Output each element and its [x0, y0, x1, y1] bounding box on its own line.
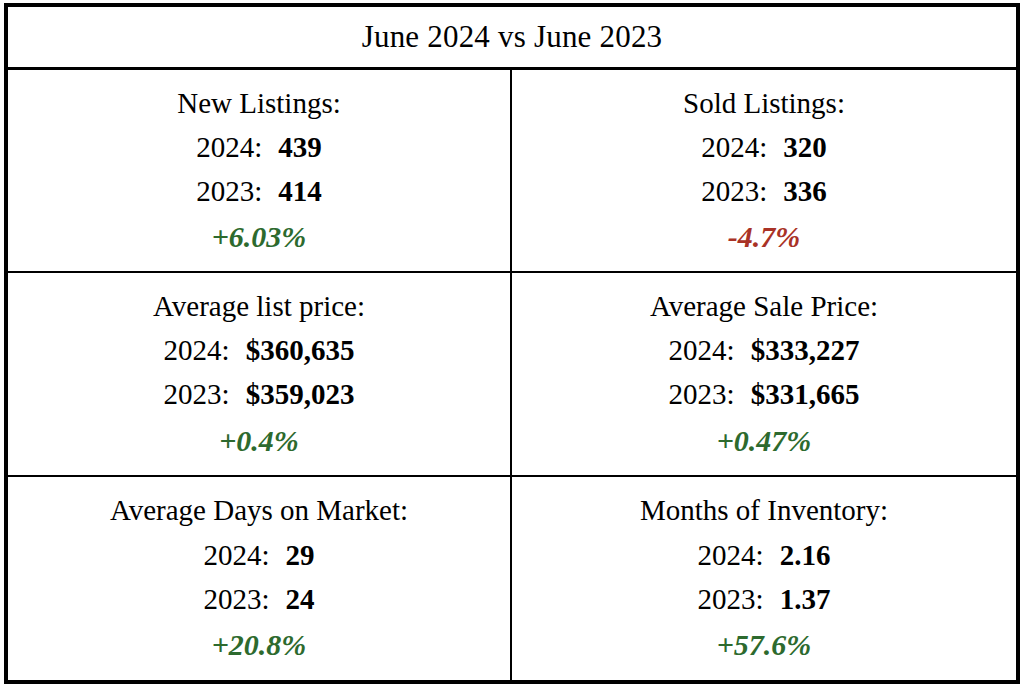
page: June 2024 vs June 2023 New Listings: 202…: [0, 0, 1024, 687]
metric-label: Average Days on Market:: [110, 495, 408, 527]
year-label: 2024:: [701, 131, 767, 163]
comparison-table: June 2024 vs June 2023 New Listings: 202…: [4, 3, 1020, 684]
year-label: 2023:: [196, 175, 262, 207]
cell-months-of-inventory: Months of Inventory: 2024: 2.16 2023: 1.37…: [512, 477, 1016, 680]
value-line-2023: 2023: 414: [196, 176, 322, 208]
year-label: 2023:: [203, 583, 269, 615]
value-line-2023: 2023: 24: [203, 584, 314, 616]
year-label: 2023:: [164, 378, 230, 410]
metric-value-2024: $360,635: [246, 334, 355, 366]
metric-label: Average list price:: [153, 291, 365, 323]
percent-change: +0.4%: [219, 424, 299, 457]
value-line-2023: 2023: $331,665: [669, 379, 860, 411]
metric-label: New Listings:: [177, 88, 341, 120]
metric-value-2023: 1.37: [780, 583, 831, 615]
percent-change: +0.47%: [717, 424, 812, 457]
stats-grid: New Listings: 2024: 439 2023: 414 +6.03% S…: [8, 70, 1016, 680]
cell-sold-listings: Sold Listings: 2024: 320 2023: 336 -4.7%: [512, 70, 1016, 273]
percent-change: +57.6%: [717, 628, 812, 661]
year-label: 2023:: [701, 175, 767, 207]
metric-label: Average Sale Price:: [650, 291, 878, 323]
value-line-2023: 2023: 1.37: [698, 584, 831, 616]
year-label: 2023:: [669, 378, 735, 410]
percent-change: -4.7%: [728, 220, 800, 253]
year-label: 2024:: [203, 539, 269, 571]
cell-average-days-on-market: Average Days on Market: 2024:29 2023:24 …: [8, 477, 512, 680]
year-label: 2023:: [698, 583, 764, 615]
metric-value-2024: 320: [783, 131, 827, 163]
metric-value-2023: 336: [783, 175, 827, 207]
metric-label: Sold Listings:: [683, 88, 845, 120]
value-line-2024: 2024: $360,635: [164, 335, 355, 367]
metric-value-2023: 414: [278, 175, 322, 207]
year-label: 2024:: [196, 131, 262, 163]
metric-value-2024: 439: [278, 131, 322, 163]
value-line-2023: 2023: $359,023: [164, 379, 355, 411]
value-line-2023: 2023: 336: [701, 176, 827, 208]
cell-average-sale-price: Average Sale Price: 2024: $333,227 2023: $…: [512, 273, 1016, 476]
value-line-2024: 2024: 320: [701, 132, 827, 164]
value-line-2024: 2024: $333,227: [669, 335, 860, 367]
percent-change: +20.8%: [212, 628, 307, 661]
year-label: 2024:: [698, 539, 764, 571]
cell-average-list-price: Average list price: 2024: $360,635 2023: $…: [8, 273, 512, 476]
metric-value-2023: 24: [286, 583, 315, 615]
metric-value-2024: 2.16: [780, 539, 831, 571]
metric-value-2023: $331,665: [751, 378, 860, 410]
cell-new-listings: New Listings: 2024: 439 2023: 414 +6.03%: [8, 70, 512, 273]
metric-value-2024: 29: [286, 539, 315, 571]
table-title: June 2024 vs June 2023: [8, 7, 1016, 70]
metric-value-2024: $333,227: [751, 334, 860, 366]
value-line-2024: 2024: 439: [196, 132, 322, 164]
metric-label: Months of Inventory:: [640, 495, 888, 527]
value-line-2024: 2024: 29: [203, 540, 314, 572]
metric-value-2023: $359,023: [246, 378, 355, 410]
percent-change: +6.03%: [212, 220, 307, 253]
value-line-2024: 2024: 2.16: [698, 540, 831, 572]
year-label: 2024:: [164, 334, 230, 366]
year-label: 2024:: [669, 334, 735, 366]
